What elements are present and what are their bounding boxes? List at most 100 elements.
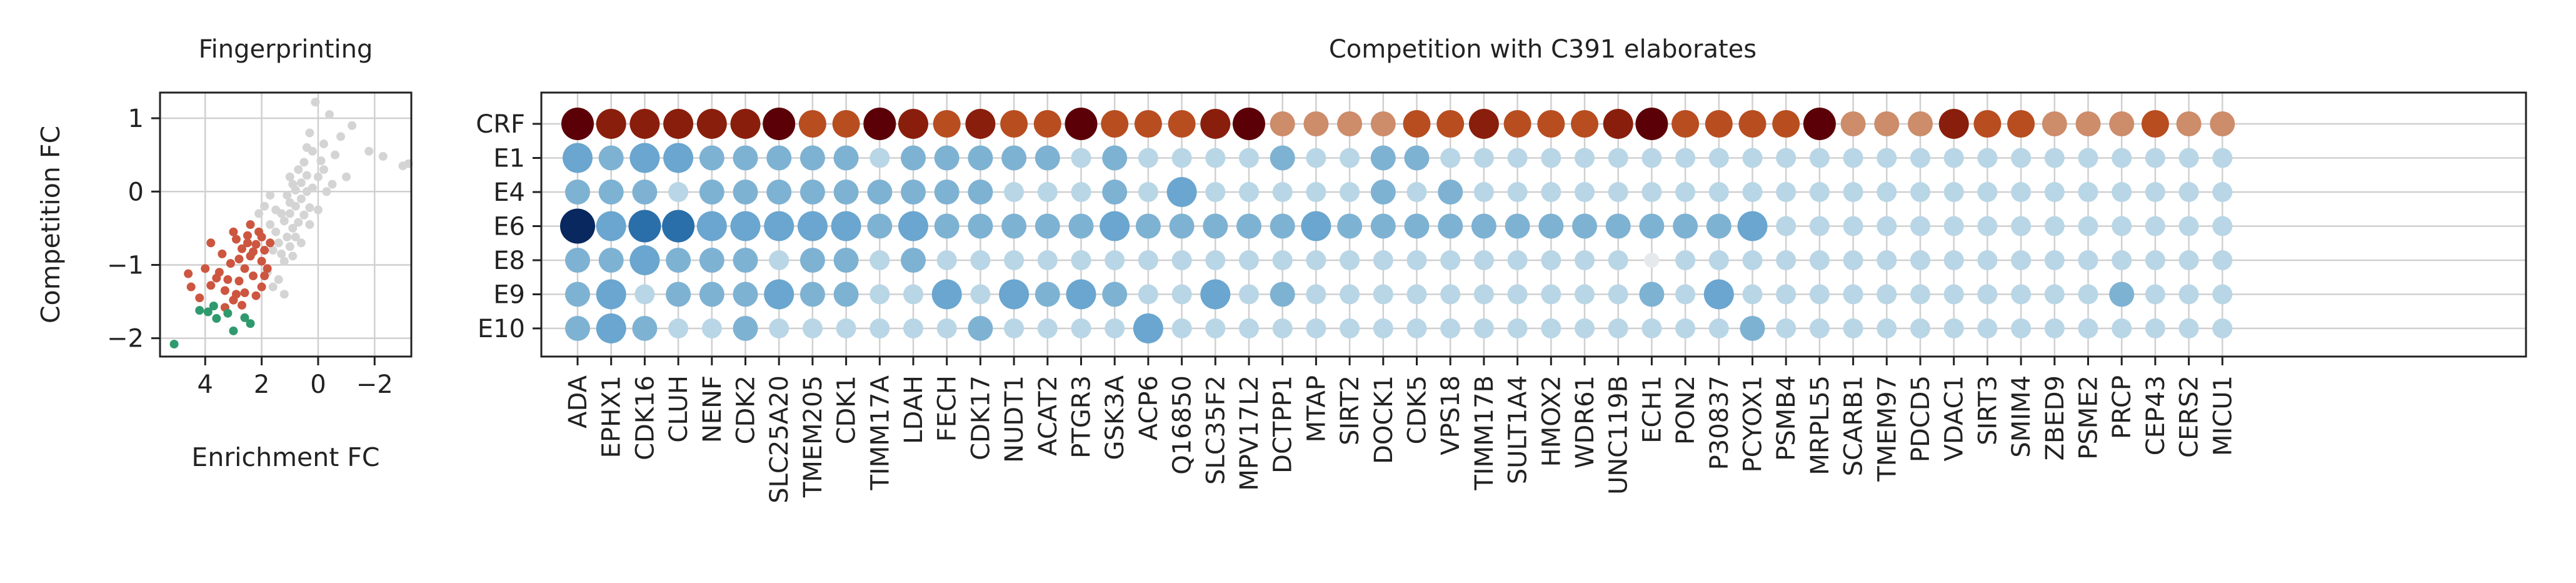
- dot-E4-UNC119B: [1608, 182, 1628, 202]
- point-strong: [240, 313, 249, 322]
- dot-E6-PDCD5: [1910, 216, 1930, 236]
- dot-E8-SCARB1: [1843, 250, 1863, 270]
- column-label: PSME2: [2075, 375, 2103, 460]
- point-other: [266, 191, 275, 200]
- point-other: [299, 158, 309, 167]
- dot-CRF-EPHX1: [596, 109, 626, 139]
- dot-E9-PCYOX1: [1742, 284, 1763, 305]
- dot-E8-LDAH: [901, 248, 926, 273]
- fingerprinting-ticks: 4 2 0 −2 1 0 −1 −2: [107, 104, 393, 399]
- point-other: [274, 238, 283, 248]
- dot-CRF-NENF: [696, 109, 727, 139]
- column-label: TIMM17B: [1470, 375, 1499, 491]
- dot-E4-ECH1: [1641, 182, 1662, 202]
- point-other: [279, 256, 289, 266]
- dot-E1-TMEM205: [799, 145, 825, 171]
- point-competed: [240, 288, 249, 298]
- column-label: SULT1A4: [1504, 375, 1533, 484]
- point-other: [288, 180, 298, 189]
- dot-CRF-ZBED9: [2042, 111, 2067, 136]
- dot-E4-MPV17L2: [1239, 182, 1259, 202]
- point-competed: [195, 293, 204, 303]
- dot-E6-SIRT3: [1977, 216, 1998, 236]
- dot-E9-ZBED9: [2044, 284, 2065, 305]
- dot-CRF-MTAP: [1303, 111, 1329, 136]
- point-other: [336, 132, 346, 141]
- dot-E9-CLUH: [666, 281, 691, 307]
- dot-E8-SIRT2: [1340, 250, 1360, 270]
- point-competed: [257, 282, 266, 292]
- dot-E8-WDR61: [1575, 250, 1595, 270]
- dot-E10-MICU1: [2212, 318, 2233, 338]
- column-label: MTAP: [1302, 375, 1331, 442]
- dot-E4-VDAC1: [1943, 182, 1964, 202]
- point-other: [299, 210, 309, 220]
- dot-E9-NUDT1: [999, 279, 1030, 310]
- dot-E10-SIRT3: [1977, 318, 1998, 338]
- dot-CRF-UNC119B: [1603, 109, 1633, 139]
- point-other: [288, 251, 298, 261]
- dot-E6-MTAP: [1301, 211, 1331, 241]
- dot-E4-TIMM17B: [1473, 182, 1494, 202]
- dot-E4-PDCD5: [1910, 182, 1930, 202]
- point-strong: [169, 340, 179, 349]
- dot-E9-ACAT2: [1035, 281, 1060, 307]
- dot-E4-CEP43: [2145, 182, 2165, 202]
- dot-E8-PCYOX1: [1742, 250, 1763, 270]
- point-other: [364, 146, 374, 156]
- column-label: UNC119B: [1605, 375, 1633, 495]
- dot-E9-Q16850: [1171, 284, 1192, 305]
- dot-E6-DOCK1: [1370, 213, 1396, 239]
- point-other: [271, 227, 281, 236]
- column-label: PON2: [1671, 375, 1700, 445]
- dot-E1-PCYOX1: [1742, 148, 1763, 168]
- column-label: SLC35F2: [1201, 375, 1230, 485]
- dot-E6-ECH1: [1639, 213, 1665, 239]
- dot-E10-TIMM17B: [1473, 318, 1494, 338]
- dot-E4-HMOX2: [1541, 182, 1561, 202]
- point-other: [291, 232, 300, 241]
- dot-E4-CLUH: [668, 182, 689, 202]
- point-competed: [240, 264, 249, 273]
- point-strong: [203, 307, 213, 317]
- column-label: VPS18: [1436, 375, 1465, 455]
- point-other: [319, 139, 328, 149]
- dot-E4-NENF: [699, 180, 724, 205]
- dot-E4-DCTPP1: [1272, 182, 1293, 202]
- dot-E6-CDK1: [831, 211, 861, 241]
- point-strong: [212, 314, 221, 323]
- point-other: [285, 172, 294, 181]
- dot-E1-SCARB1: [1843, 148, 1863, 168]
- dot-CRF-ADA: [561, 108, 594, 140]
- dot-E9-CDK1: [833, 281, 859, 307]
- point-competed: [249, 247, 258, 256]
- column-label: TMEM205: [799, 375, 828, 498]
- dot-E10-TIMM17A: [870, 318, 890, 338]
- point-other: [266, 220, 275, 229]
- dot-E9-GSK3A: [1102, 281, 1128, 307]
- point-competed: [249, 271, 258, 281]
- dot-E6-TIMM17A: [867, 213, 893, 239]
- dot-E9-TIMM17A: [870, 284, 890, 305]
- dot-E6-WDR61: [1572, 213, 1597, 239]
- dot-E8-CDK2: [733, 248, 758, 273]
- dot-E1-VDAC1: [1943, 148, 1964, 168]
- dot-E1-PDCD5: [1910, 148, 1930, 168]
- dot-E4-NUDT1: [1004, 182, 1025, 202]
- dot-E10-UNC119B: [1608, 318, 1628, 338]
- dot-E6-CEP43: [2145, 216, 2165, 236]
- dot-E10-CLUH: [668, 318, 689, 338]
- dot-E1-UNC119B: [1608, 148, 1628, 168]
- dot-E8-ECH1: [1644, 253, 1660, 268]
- dot-E4-CDK2: [733, 180, 758, 205]
- dot-E6-PTGR3: [1068, 213, 1094, 239]
- y-tick-label: 1: [128, 104, 144, 133]
- point-other: [271, 205, 281, 215]
- dot-E8-CLUH: [666, 248, 691, 273]
- dot-E4-GSK3A: [1102, 180, 1128, 205]
- point-competed: [263, 264, 272, 273]
- point-other: [305, 203, 314, 213]
- dot-E6-P30837: [1706, 213, 1732, 239]
- dot-E6-ADA: [560, 208, 595, 244]
- dot-E6-TIMM17B: [1471, 213, 1496, 239]
